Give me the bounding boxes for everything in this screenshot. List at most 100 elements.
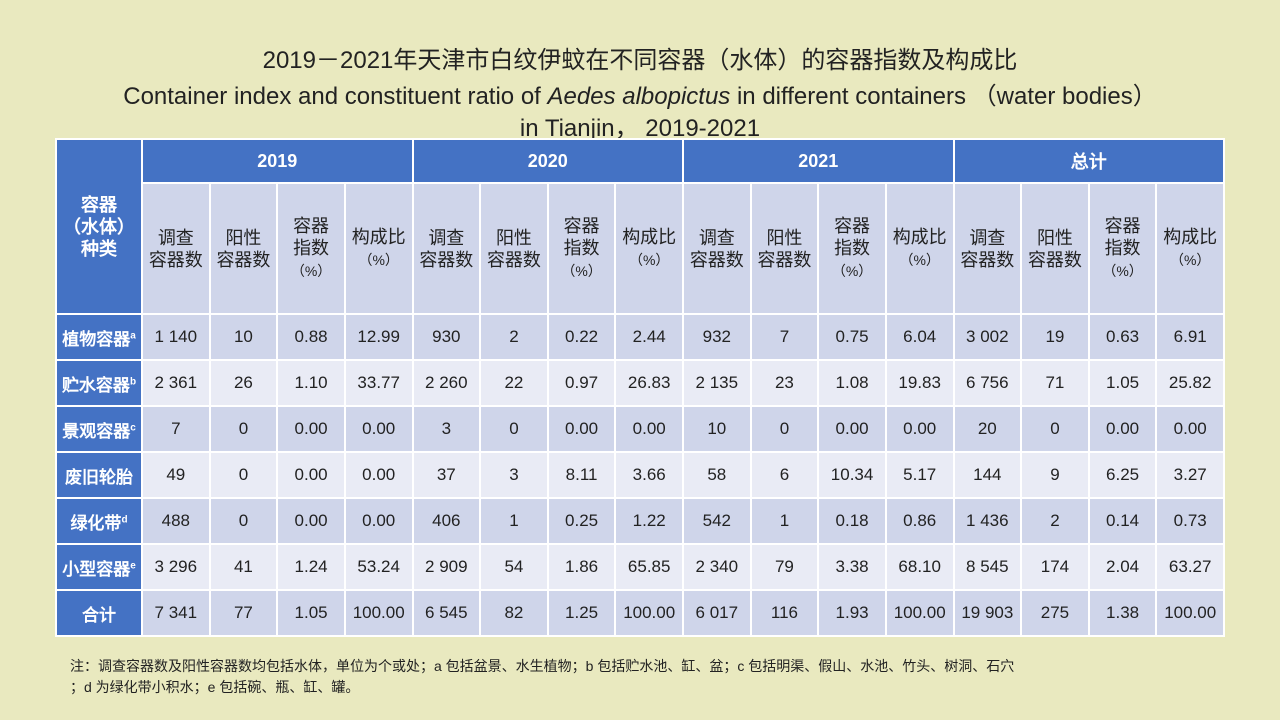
subheader-wrap: 阳性 (1022, 227, 1088, 249)
subheader: 调查 容器数 (952, 182, 1023, 315)
cell: 19.83 (884, 359, 955, 407)
cell: 0.63 (1087, 313, 1158, 361)
cell: 7 (141, 405, 211, 453)
subheader-line: 调查 (157, 227, 194, 248)
subheader-wrap: 容器数 (684, 249, 750, 271)
cell: 37 (411, 451, 482, 499)
cell: 1 (479, 497, 549, 545)
cell: 0.00 (343, 451, 414, 499)
cell: 3.38 (817, 543, 887, 591)
subheader: 容器 指数 （%） (276, 182, 346, 315)
cell: 0.00 (546, 405, 617, 453)
subheader-wrap: 容器 (549, 215, 615, 237)
cell: 0.18 (817, 497, 887, 545)
data-row: 贮水容器b 2 361 26 1.10 33.77 2 260 22 0.97 26.83 2 1… (55, 359, 1225, 407)
subheader-line: 容器数 (486, 249, 541, 270)
data-table: 容器 （水体） 种类 2019 2020 2021 总计 调查 容器数 阳性 容器数 容器 指数 （%）构… (55, 138, 1225, 637)
cell: 1.25 (546, 589, 617, 637)
row-label-text: 贮水容器 (61, 375, 130, 395)
subheader-line: 构成比 (351, 227, 406, 247)
subheader-wrap: （%） (887, 248, 953, 271)
data-row: 景观容器c 7 0 0.00 0.00 3 0 0.00 0.00 10 0 0.00 0.00 20 0 0… (55, 405, 1225, 453)
cell: 6.04 (884, 313, 955, 361)
subheader-line: 指数 (834, 238, 871, 258)
cell: 25.82 (1155, 359, 1225, 407)
year-header: 2020 (411, 138, 684, 184)
subheader-line: 阳性 (225, 227, 262, 248)
subheader-wrap: 容器数 (414, 249, 480, 271)
cell: 63.27 (1155, 543, 1225, 591)
cell: 0.97 (546, 359, 617, 407)
cell: 1.05 (276, 589, 346, 637)
subheader: 构成比 （%） (343, 182, 414, 315)
cell: 2.44 (614, 313, 684, 361)
subheader-line: 容器数 (419, 249, 474, 270)
cell: 41 (208, 543, 279, 591)
cell: 174 (1020, 543, 1090, 591)
title-cn: 2019－2021年天津市白纹伊蚊在不同容器（水体）的容器指数及构成比 (262, 47, 1018, 74)
cell: 1 (749, 497, 820, 545)
row-label-text: 植物容器 (62, 329, 131, 349)
cell: 930 (411, 313, 482, 361)
subheader-wrap: 构成比 (616, 226, 682, 248)
cell: 2 (479, 313, 549, 361)
subheader-wrap: 指数 (278, 237, 344, 259)
cell: 19 903 (952, 589, 1023, 637)
data-row: 绿化带d 488 0 0.00 0.00 406 1 0.25 1.22 542 1 0.18 0.86… (55, 497, 1225, 545)
cell: 542 (682, 497, 752, 545)
cell: 2 340 (682, 543, 752, 591)
cell: 0.73 (1155, 497, 1225, 545)
subheader: 构成比 （%） (1155, 182, 1225, 315)
cell: 0.00 (1087, 405, 1158, 453)
cell: 77 (208, 589, 279, 637)
cell: 6 756 (952, 359, 1023, 407)
cell: 1 140 (141, 313, 211, 361)
cell: 0.00 (276, 497, 346, 545)
subheader-line: （%） (628, 252, 670, 268)
row-label-text: 绿化带 (70, 513, 122, 533)
subheader-wrap: 指数 (549, 237, 615, 259)
subheader-wrap: 调查 (143, 227, 209, 249)
subheader-wrap: 构成比 (887, 226, 953, 248)
subheader-wrap: 容器数 (211, 249, 277, 271)
subheader-line: 指数 (563, 238, 600, 258)
cell: 3 002 (952, 313, 1023, 361)
row-label-text: 废旧轮胎 (65, 467, 133, 487)
row-label: 绿化带d (55, 497, 143, 545)
cell: 6.91 (1155, 313, 1225, 361)
subheader-line: 调查 (698, 227, 735, 248)
subheader-line: 容器 (563, 216, 600, 236)
subheader-line: 容器数 (689, 249, 744, 270)
subheader: 阳性 容器数 (479, 182, 549, 315)
subheader-wrap: 构成比 (1157, 226, 1223, 248)
cell: 0 (208, 497, 279, 545)
corner-line: 容器 (81, 194, 117, 215)
subheader-row: 调查 容器数 阳性 容器数 容器 指数 （%） 构成比 （%） 调查 容器数 阳性 容器数 容器 指数 （%）… (56, 182, 1225, 315)
corner-line: 种类 (81, 238, 117, 259)
cell: 1.22 (614, 497, 684, 545)
subheader-wrap: 容器 (1090, 215, 1156, 237)
cell: 20 (952, 405, 1023, 453)
cell: 0 (208, 451, 279, 499)
cell: 10 (208, 313, 279, 361)
subheader-wrap: 调查 (414, 227, 480, 249)
subheader-line: 容器数 (757, 249, 812, 270)
year-header: 总计 (952, 138, 1225, 184)
cell: 79 (749, 543, 820, 591)
subheader-wrap: （%） (819, 259, 885, 282)
subheader: 调查 容器数 (682, 182, 752, 315)
row-label: 合计 (55, 589, 143, 637)
cell: 2 (1020, 497, 1090, 545)
subheader: 调查 容器数 (141, 182, 211, 315)
title-en-species: Aedes albopictus (547, 83, 731, 110)
cell: 23 (749, 359, 820, 407)
cell: 3.66 (614, 451, 684, 499)
cell: 100.00 (614, 589, 684, 637)
cell: 53.24 (343, 543, 414, 591)
subheader-line: 构成比 (1163, 227, 1218, 247)
title-en-part: in different containers （water bodies） (730, 83, 1157, 110)
cell: 54 (479, 543, 549, 591)
subheader-line: （%） (1102, 263, 1143, 279)
cell: 7 (749, 313, 820, 361)
